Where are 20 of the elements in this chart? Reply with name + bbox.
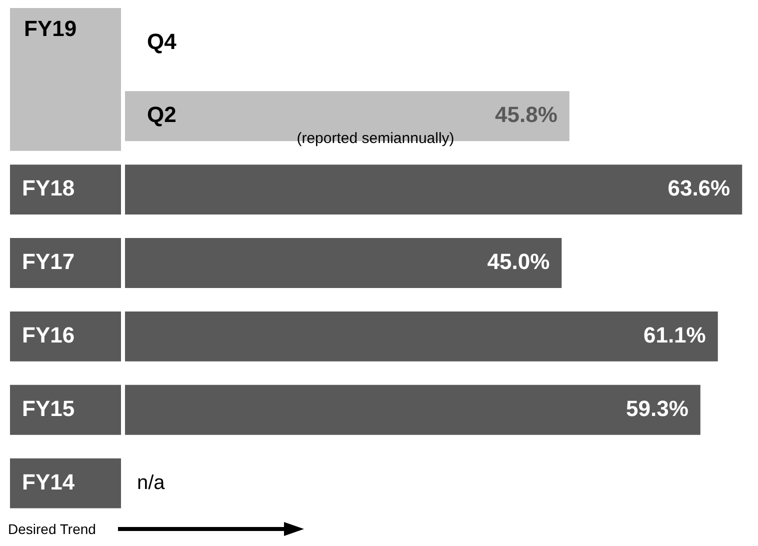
text: n/a bbox=[137, 472, 165, 494]
annotation: (reported semiannually) bbox=[296, 130, 454, 147]
text: Desired Trend bbox=[8, 520, 96, 537]
bar bbox=[125, 311, 718, 362]
data-label: 45.0% bbox=[487, 249, 550, 274]
y-tick-label: FY15 bbox=[22, 396, 75, 421]
data-label: 61.1% bbox=[643, 322, 706, 348]
y-tick-label: FY17 bbox=[22, 249, 75, 274]
text: FY19 bbox=[24, 16, 77, 42]
y-tick-label: Q4 bbox=[147, 28, 178, 54]
bar bbox=[125, 238, 562, 288]
data-label: 63.6% bbox=[668, 176, 730, 201]
y-tick-label: Q2 bbox=[147, 102, 176, 128]
y-tick-label: FY16 bbox=[22, 322, 75, 348]
bar bbox=[125, 384, 700, 435]
y-tick-label: FY14 bbox=[22, 469, 76, 494]
y-tick-label: FY18 bbox=[22, 176, 75, 201]
data-label: 59.3% bbox=[626, 396, 688, 421]
data-label: 45.8% bbox=[495, 102, 558, 128]
bar bbox=[125, 164, 742, 215]
